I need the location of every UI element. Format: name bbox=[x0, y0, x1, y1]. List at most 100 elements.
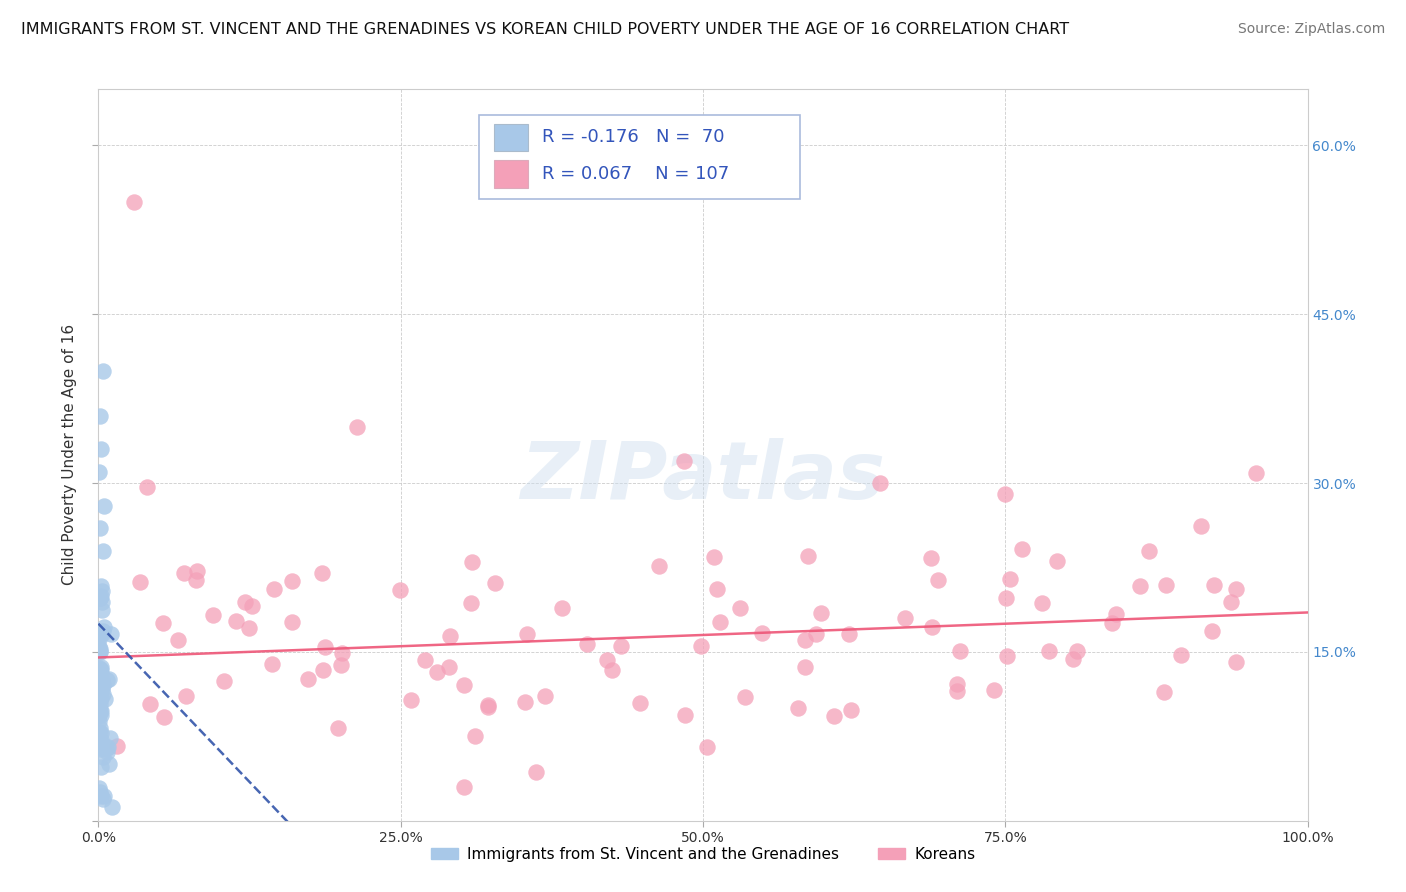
Point bbox=[90, 705, 112, 719]
Point bbox=[91, 792, 114, 806]
Point bbox=[1066, 643, 1088, 657]
Point bbox=[945, 684, 967, 698]
Point bbox=[90, 674, 112, 689]
Point bbox=[838, 627, 860, 641]
Point bbox=[89, 698, 111, 712]
Point bbox=[238, 621, 260, 635]
Point bbox=[388, 582, 411, 597]
Point bbox=[91, 750, 114, 764]
Point bbox=[1105, 607, 1128, 622]
Point bbox=[1153, 685, 1175, 699]
Point bbox=[1046, 554, 1069, 568]
Point bbox=[415, 653, 437, 667]
Point bbox=[312, 663, 335, 677]
Point bbox=[706, 582, 728, 596]
Point bbox=[314, 640, 336, 655]
Point bbox=[90, 667, 112, 681]
Point bbox=[330, 657, 353, 672]
Point bbox=[93, 620, 115, 634]
Point bbox=[90, 589, 112, 603]
Point bbox=[1038, 644, 1060, 658]
Point bbox=[91, 602, 114, 616]
Point bbox=[983, 683, 1005, 698]
Point bbox=[946, 677, 969, 691]
Point bbox=[1225, 582, 1247, 597]
Point bbox=[89, 591, 111, 606]
Point bbox=[994, 591, 1017, 606]
Point bbox=[89, 409, 111, 423]
Text: R = 0.067    N = 107: R = 0.067 N = 107 bbox=[543, 165, 730, 183]
Point bbox=[524, 765, 547, 780]
Point bbox=[100, 626, 122, 640]
FancyBboxPatch shape bbox=[479, 115, 800, 199]
Point bbox=[794, 660, 817, 674]
Point bbox=[97, 739, 120, 754]
Point bbox=[98, 672, 121, 686]
Point bbox=[534, 689, 557, 703]
Point bbox=[91, 678, 114, 692]
Point bbox=[927, 573, 949, 587]
Point bbox=[96, 673, 118, 687]
FancyBboxPatch shape bbox=[494, 124, 527, 152]
Point bbox=[90, 442, 112, 457]
Point bbox=[93, 499, 115, 513]
Point bbox=[90, 674, 112, 689]
Point bbox=[212, 673, 235, 688]
Point bbox=[89, 662, 111, 676]
Point bbox=[105, 739, 128, 754]
Point bbox=[90, 760, 112, 774]
Point bbox=[1137, 543, 1160, 558]
Point bbox=[89, 591, 111, 605]
Legend: Immigrants from St. Vincent and the Grenadines, Koreans: Immigrants from St. Vincent and the Gren… bbox=[425, 840, 981, 868]
Point bbox=[439, 629, 461, 643]
Text: ZIPatlas: ZIPatlas bbox=[520, 438, 886, 516]
FancyBboxPatch shape bbox=[494, 161, 527, 188]
Point bbox=[797, 549, 820, 563]
Point bbox=[89, 645, 111, 659]
Point bbox=[174, 690, 197, 704]
Point bbox=[1101, 615, 1123, 630]
Point bbox=[94, 739, 117, 754]
Point bbox=[89, 681, 111, 695]
Point bbox=[596, 653, 619, 667]
Point bbox=[202, 607, 225, 622]
Point bbox=[167, 632, 190, 647]
Point bbox=[89, 703, 111, 717]
Point bbox=[1225, 655, 1247, 669]
Point bbox=[921, 620, 943, 634]
Point bbox=[280, 574, 302, 589]
Point bbox=[90, 708, 112, 723]
Point bbox=[839, 703, 862, 717]
Point bbox=[326, 721, 349, 735]
Text: Source: ZipAtlas.com: Source: ZipAtlas.com bbox=[1237, 22, 1385, 37]
Point bbox=[995, 649, 1018, 664]
Point bbox=[90, 725, 112, 739]
Point bbox=[89, 721, 111, 735]
Point bbox=[87, 640, 110, 654]
Point bbox=[87, 725, 110, 739]
Point bbox=[600, 663, 623, 677]
Point bbox=[101, 799, 124, 814]
Point bbox=[703, 549, 725, 564]
Point bbox=[91, 687, 114, 701]
Point bbox=[628, 696, 651, 710]
Point bbox=[1031, 596, 1053, 610]
Point bbox=[1011, 542, 1033, 557]
Point bbox=[734, 690, 756, 704]
Point bbox=[91, 583, 114, 598]
Point bbox=[89, 661, 111, 675]
Point bbox=[93, 741, 115, 756]
Point bbox=[186, 564, 208, 578]
Point bbox=[673, 708, 696, 723]
Point bbox=[672, 453, 695, 467]
Point bbox=[96, 746, 118, 760]
Point bbox=[89, 734, 111, 748]
Point bbox=[139, 698, 162, 712]
Point bbox=[426, 665, 449, 679]
Point bbox=[550, 601, 572, 615]
Point bbox=[186, 573, 208, 587]
Point bbox=[453, 677, 475, 691]
Point bbox=[575, 636, 598, 650]
Point bbox=[91, 543, 114, 558]
Point bbox=[240, 599, 263, 614]
